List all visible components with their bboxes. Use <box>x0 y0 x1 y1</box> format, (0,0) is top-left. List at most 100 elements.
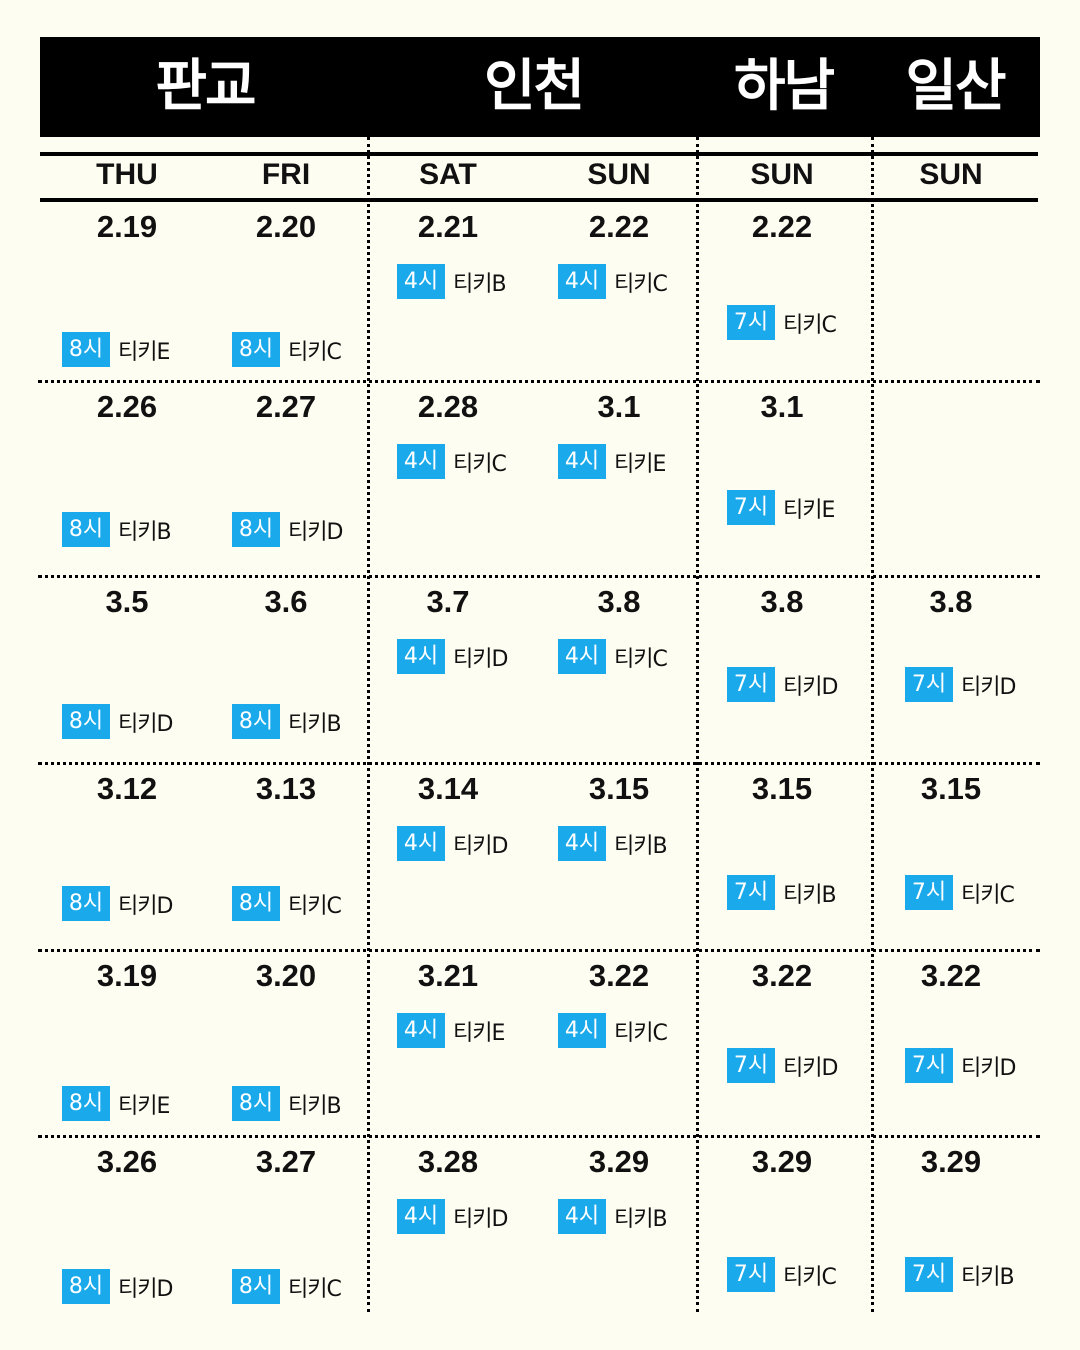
ticket-label: 티키D <box>783 1055 838 1081</box>
ticket-label: 티키C <box>288 1276 342 1302</box>
show-entry: 4시 티키C <box>558 1013 668 1048</box>
ticket-label: 티키C <box>288 893 342 919</box>
show-entry: 4시 티키D <box>397 826 508 861</box>
time-badge: 4시 <box>397 639 445 674</box>
date-label: 3.20 <box>255 958 317 993</box>
time-badge: 7시 <box>727 305 775 340</box>
time-badge: 7시 <box>727 667 775 702</box>
ticket-label: 티키C <box>961 882 1015 908</box>
day-label: SUN <box>587 158 651 191</box>
show-entry: 8시 티키C <box>232 886 342 921</box>
ticket-label: 티키C <box>783 312 837 338</box>
venue-pangyo: 판교 <box>155 54 256 119</box>
ticket-label: 티키C <box>453 451 507 477</box>
venue-header-bar <box>40 37 1040 137</box>
time-badge: 4시 <box>558 444 606 479</box>
date-label: 2.26 <box>96 389 158 424</box>
show-entry: 7시 티키D <box>905 1048 1016 1083</box>
show-entry: 8시 티키D <box>62 704 173 739</box>
show-entry: 4시 티키B <box>558 1199 668 1234</box>
show-entry: 7시 티키C <box>727 1257 837 1292</box>
venue-divider <box>367 137 370 1312</box>
show-entry: 7시 티키B <box>727 875 837 910</box>
show-entry: 7시 티키C <box>727 305 837 340</box>
date-label: 3.21 <box>417 958 479 993</box>
venue-hanam: 하남 <box>733 54 835 119</box>
show-entry: 7시 티키D <box>727 667 838 702</box>
time-badge: 4시 <box>397 1013 445 1048</box>
date-label: 3.1 <box>597 389 641 424</box>
ticket-label: 티키D <box>961 674 1016 700</box>
week-divider <box>38 380 1040 383</box>
time-badge: 4시 <box>558 264 606 299</box>
ticket-label: 티키D <box>783 674 838 700</box>
day-label: SUN <box>750 158 814 191</box>
date-label: 3.22 <box>751 958 813 993</box>
show-entry: 7시 티키B <box>905 1257 1015 1292</box>
date-label: 3.8 <box>760 584 804 619</box>
time-badge: 8시 <box>232 704 280 739</box>
show-entry: 4시 티키E <box>397 1013 505 1048</box>
time-badge: 8시 <box>62 704 110 739</box>
date-label: 3.14 <box>417 771 479 806</box>
time-badge: 4시 <box>558 639 606 674</box>
show-entry: 8시 티키B <box>232 1086 342 1121</box>
venue-ilsan: 일산 <box>905 54 1006 119</box>
date-label: 3.22 <box>588 958 650 993</box>
week-divider <box>38 1135 1040 1138</box>
show-entry: 8시 티키B <box>232 704 342 739</box>
date-label: 3.15 <box>751 771 813 806</box>
show-entry: 8시 티키B <box>62 512 172 547</box>
time-badge: 4시 <box>558 1013 606 1048</box>
date-label: 2.28 <box>417 389 479 424</box>
ticket-label: 티키E <box>118 1093 170 1119</box>
ticket-label: 티키B <box>288 1093 342 1119</box>
time-badge: 8시 <box>62 1086 110 1121</box>
ticket-label: 티키C <box>783 1264 837 1290</box>
show-entry: 4시 티키C <box>558 264 668 299</box>
ticket-label: 티키B <box>288 711 342 737</box>
ticket-label: 티키B <box>453 271 507 297</box>
time-badge: 4시 <box>558 826 606 861</box>
time-badge: 8시 <box>232 886 280 921</box>
date-label: 3.27 <box>255 1144 317 1179</box>
ticket-label: 티키C <box>288 339 342 365</box>
date-label: 2.22 <box>751 209 813 244</box>
day-label: FRI <box>261 158 311 191</box>
date-label: 3.12 <box>96 771 158 806</box>
ticket-label: 티키C <box>614 1020 668 1046</box>
show-entry: 8시 티키E <box>62 332 170 367</box>
date-label: 2.20 <box>255 209 317 244</box>
show-entry: 4시 티키C <box>558 639 668 674</box>
show-entry: 4시 티키E <box>558 444 666 479</box>
ticket-label: 티키E <box>118 339 170 365</box>
day-label: SUN <box>919 158 983 191</box>
date-label: 3.15 <box>920 771 982 806</box>
ticket-label: 티키B <box>614 1206 668 1232</box>
date-label: 3.8 <box>929 584 973 619</box>
date-label: 3.28 <box>417 1144 479 1179</box>
date-label: 3.29 <box>588 1144 650 1179</box>
day-header-bottom-rule <box>40 198 1038 202</box>
week-divider <box>38 762 1040 765</box>
date-label: 3.13 <box>255 771 317 806</box>
time-badge: 4시 <box>397 1199 445 1234</box>
show-entry: 7시 티키D <box>905 667 1016 702</box>
week-divider <box>38 949 1040 952</box>
ticket-label: 티키D <box>961 1055 1016 1081</box>
date-label: 3.19 <box>96 958 158 993</box>
venue-divider <box>871 137 874 1312</box>
venue-incheon: 인천 <box>483 54 585 119</box>
date-label: 3.6 <box>264 584 308 619</box>
time-badge: 8시 <box>62 1269 110 1304</box>
date-label: 2.21 <box>417 209 479 244</box>
ticket-label: 티키D <box>118 893 173 919</box>
ticket-label: 티키B <box>961 1264 1015 1290</box>
time-badge: 4시 <box>558 1199 606 1234</box>
show-entry: 4시 티키C <box>397 444 507 479</box>
show-entry: 8시 티키E <box>62 1086 170 1121</box>
date-label: 3.29 <box>920 1144 982 1179</box>
show-entry: 8시 티키D <box>62 886 173 921</box>
date-label: 2.19 <box>96 209 158 244</box>
